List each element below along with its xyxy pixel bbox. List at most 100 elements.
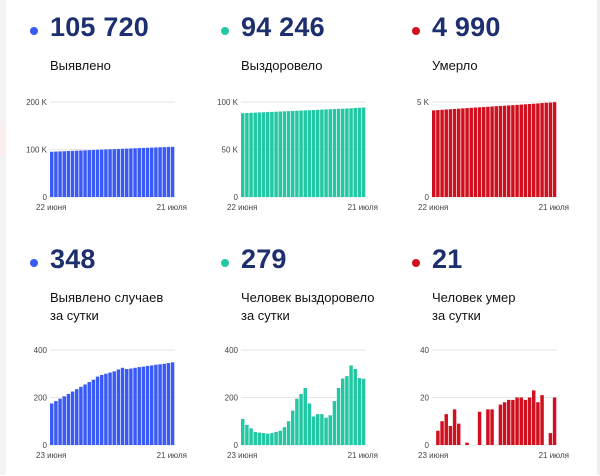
metric-label-line-1: Выявлено случаев [50,290,164,305]
x-tick-label-start: 22 июня [227,203,257,212]
bar [436,430,440,445]
bar [515,104,519,197]
bar [54,401,58,445]
bar [457,423,461,445]
x-tick-label-end: 21 июля [348,203,378,212]
bar [452,409,457,445]
bar [540,395,544,445]
bar [353,107,357,197]
bar [108,372,112,445]
bar [444,109,448,197]
bar [58,398,62,445]
bar [62,396,66,445]
x-tick-label-end: 21 июля [348,451,378,460]
bar [436,110,440,197]
bar [245,424,249,445]
bar [266,433,270,445]
bar [253,431,257,445]
bar [50,151,54,197]
bar [270,433,274,445]
legend-dot [30,27,38,35]
bar [75,389,79,445]
bar [523,104,528,197]
bar [104,149,108,197]
y-tick-label: 50 K [222,146,239,155]
bar [324,417,328,445]
bar [66,151,71,197]
bar [341,108,345,197]
bar [154,147,158,197]
bar [357,107,362,197]
bar [452,108,457,197]
bar [320,109,324,197]
y-tick-label: 20 [420,394,429,403]
bar [257,112,262,197]
y-tick-label: 0 [234,441,239,450]
bar [241,418,245,445]
bar [286,111,291,197]
bar [162,363,166,445]
metric-header: 4 990 [412,12,600,54]
legend-dot [412,27,420,35]
bar [120,148,125,197]
bar [299,393,303,445]
y-tick-label: 0 [43,193,48,202]
bar [527,397,532,445]
bar [349,108,353,197]
bar [141,366,146,445]
bar [145,365,150,445]
bar [507,105,511,197]
bar [486,409,490,445]
bar [166,146,171,197]
metric-label: Умерло [432,58,478,73]
bar [341,378,345,445]
bar [87,382,91,445]
y-tick-label: 400 [225,346,239,355]
bar [70,391,75,445]
bar [519,397,523,445]
chart-detected-daily: 0 200 400 23 июня 21 июля [34,346,187,460]
y-tick-label: 0 [425,193,430,202]
bar [83,384,87,445]
bar [291,410,295,445]
bar [303,388,307,445]
metric-value: 348 [50,244,96,274]
bar [79,150,83,197]
bar [311,109,316,197]
bar [482,107,486,197]
bar [170,146,175,197]
bar [477,411,482,445]
bar [129,148,133,197]
bar [494,106,498,197]
bar [361,378,366,445]
bar [282,427,287,445]
bar [266,112,270,197]
left-edge-strip [0,0,6,475]
bar [145,147,150,197]
panel-recovered-daily: 279 Человек выздоровело за сутки 0 200 400… [221,244,411,476]
bar [274,111,278,197]
chart-deaths-daily: 0 20 40 23 июня 21 июля [418,346,569,460]
bar [511,105,515,197]
panel-deaths-total: 4 990 Умерло 0 5 K 22 июня 21 июля [412,12,600,244]
bar [282,111,287,197]
bar [536,402,540,445]
bar [91,379,96,445]
bar [540,103,544,197]
bar [112,371,116,445]
bar [261,112,266,197]
bar [261,433,266,445]
y-tick-label: 200 [34,394,48,403]
bar [336,388,341,445]
bar [166,363,171,445]
y-tick-label: 400 [34,346,48,355]
bar [336,108,341,197]
metric-value: 94 246 [241,12,325,42]
bar [245,113,249,197]
bar [473,107,478,197]
bar [158,364,162,445]
bar [137,367,141,445]
chart-recovered-total: 0 50 K 100 K 22 июня 21 июля [217,98,378,212]
bar [141,147,146,197]
metric-value: 279 [241,244,287,274]
